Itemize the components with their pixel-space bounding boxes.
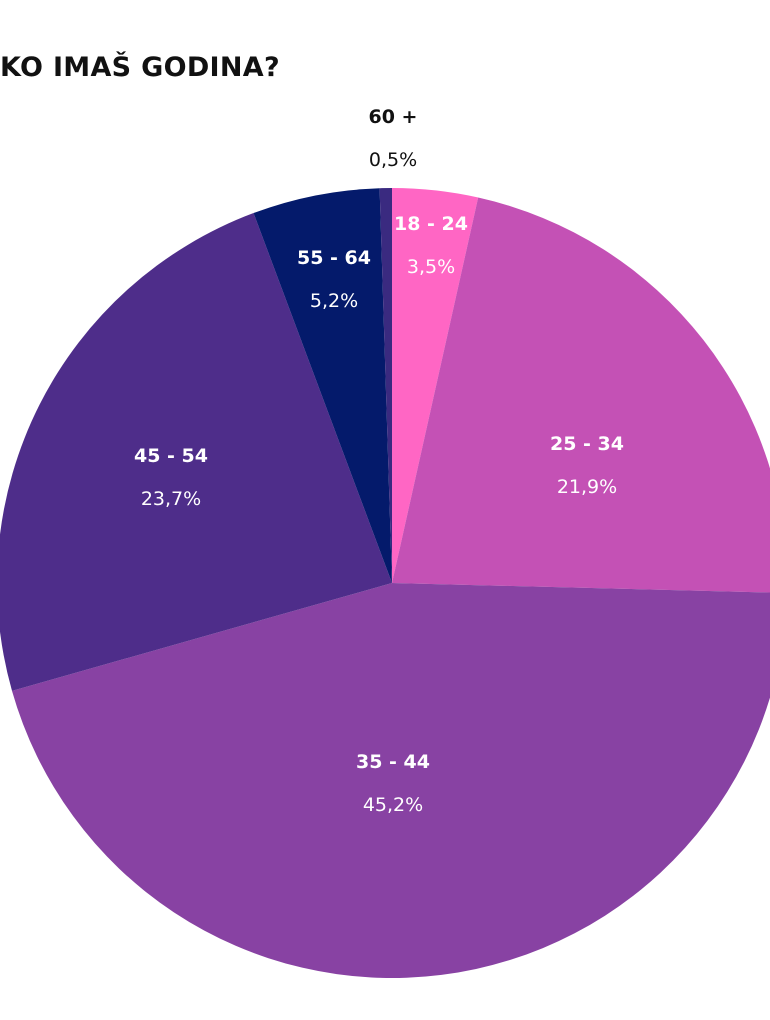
slice-value-label: 23,7% bbox=[141, 488, 201, 510]
pie-slice-55-64 bbox=[253, 188, 392, 583]
chart-title: KO IMAŠ GODINA? bbox=[0, 52, 280, 83]
slice-category-label: 45 - 54 bbox=[134, 445, 208, 467]
slice-value-label: 3,5% bbox=[407, 256, 455, 278]
pie-labels: 18 - 24 3,5% 25 - 34 21,9% 35 - 44 45,2% 45 - … bbox=[134, 106, 624, 816]
pie-slices bbox=[0, 187, 770, 979]
slice-value-label: 21,9% bbox=[557, 476, 617, 498]
slice-category-label: 35 - 44 bbox=[356, 751, 430, 773]
pie-slice-25-34 bbox=[392, 197, 770, 593]
pie-slice-45-54 bbox=[0, 213, 392, 691]
pie-slice-35-44 bbox=[12, 583, 770, 979]
slice-category-label: 60 + bbox=[369, 106, 418, 128]
slice-value-label: 5,2% bbox=[310, 290, 358, 312]
slice-category-label: 18 - 24 bbox=[394, 213, 468, 235]
pie-slice-60 bbox=[379, 187, 392, 584]
slice-category-label: 55 - 64 bbox=[297, 247, 371, 269]
pie-slice-18-24 bbox=[392, 188, 479, 583]
slice-category-label: 25 - 34 bbox=[550, 433, 624, 455]
slice-value-label: 45,2% bbox=[363, 794, 423, 816]
slice-value-label: 0,5% bbox=[369, 149, 417, 171]
